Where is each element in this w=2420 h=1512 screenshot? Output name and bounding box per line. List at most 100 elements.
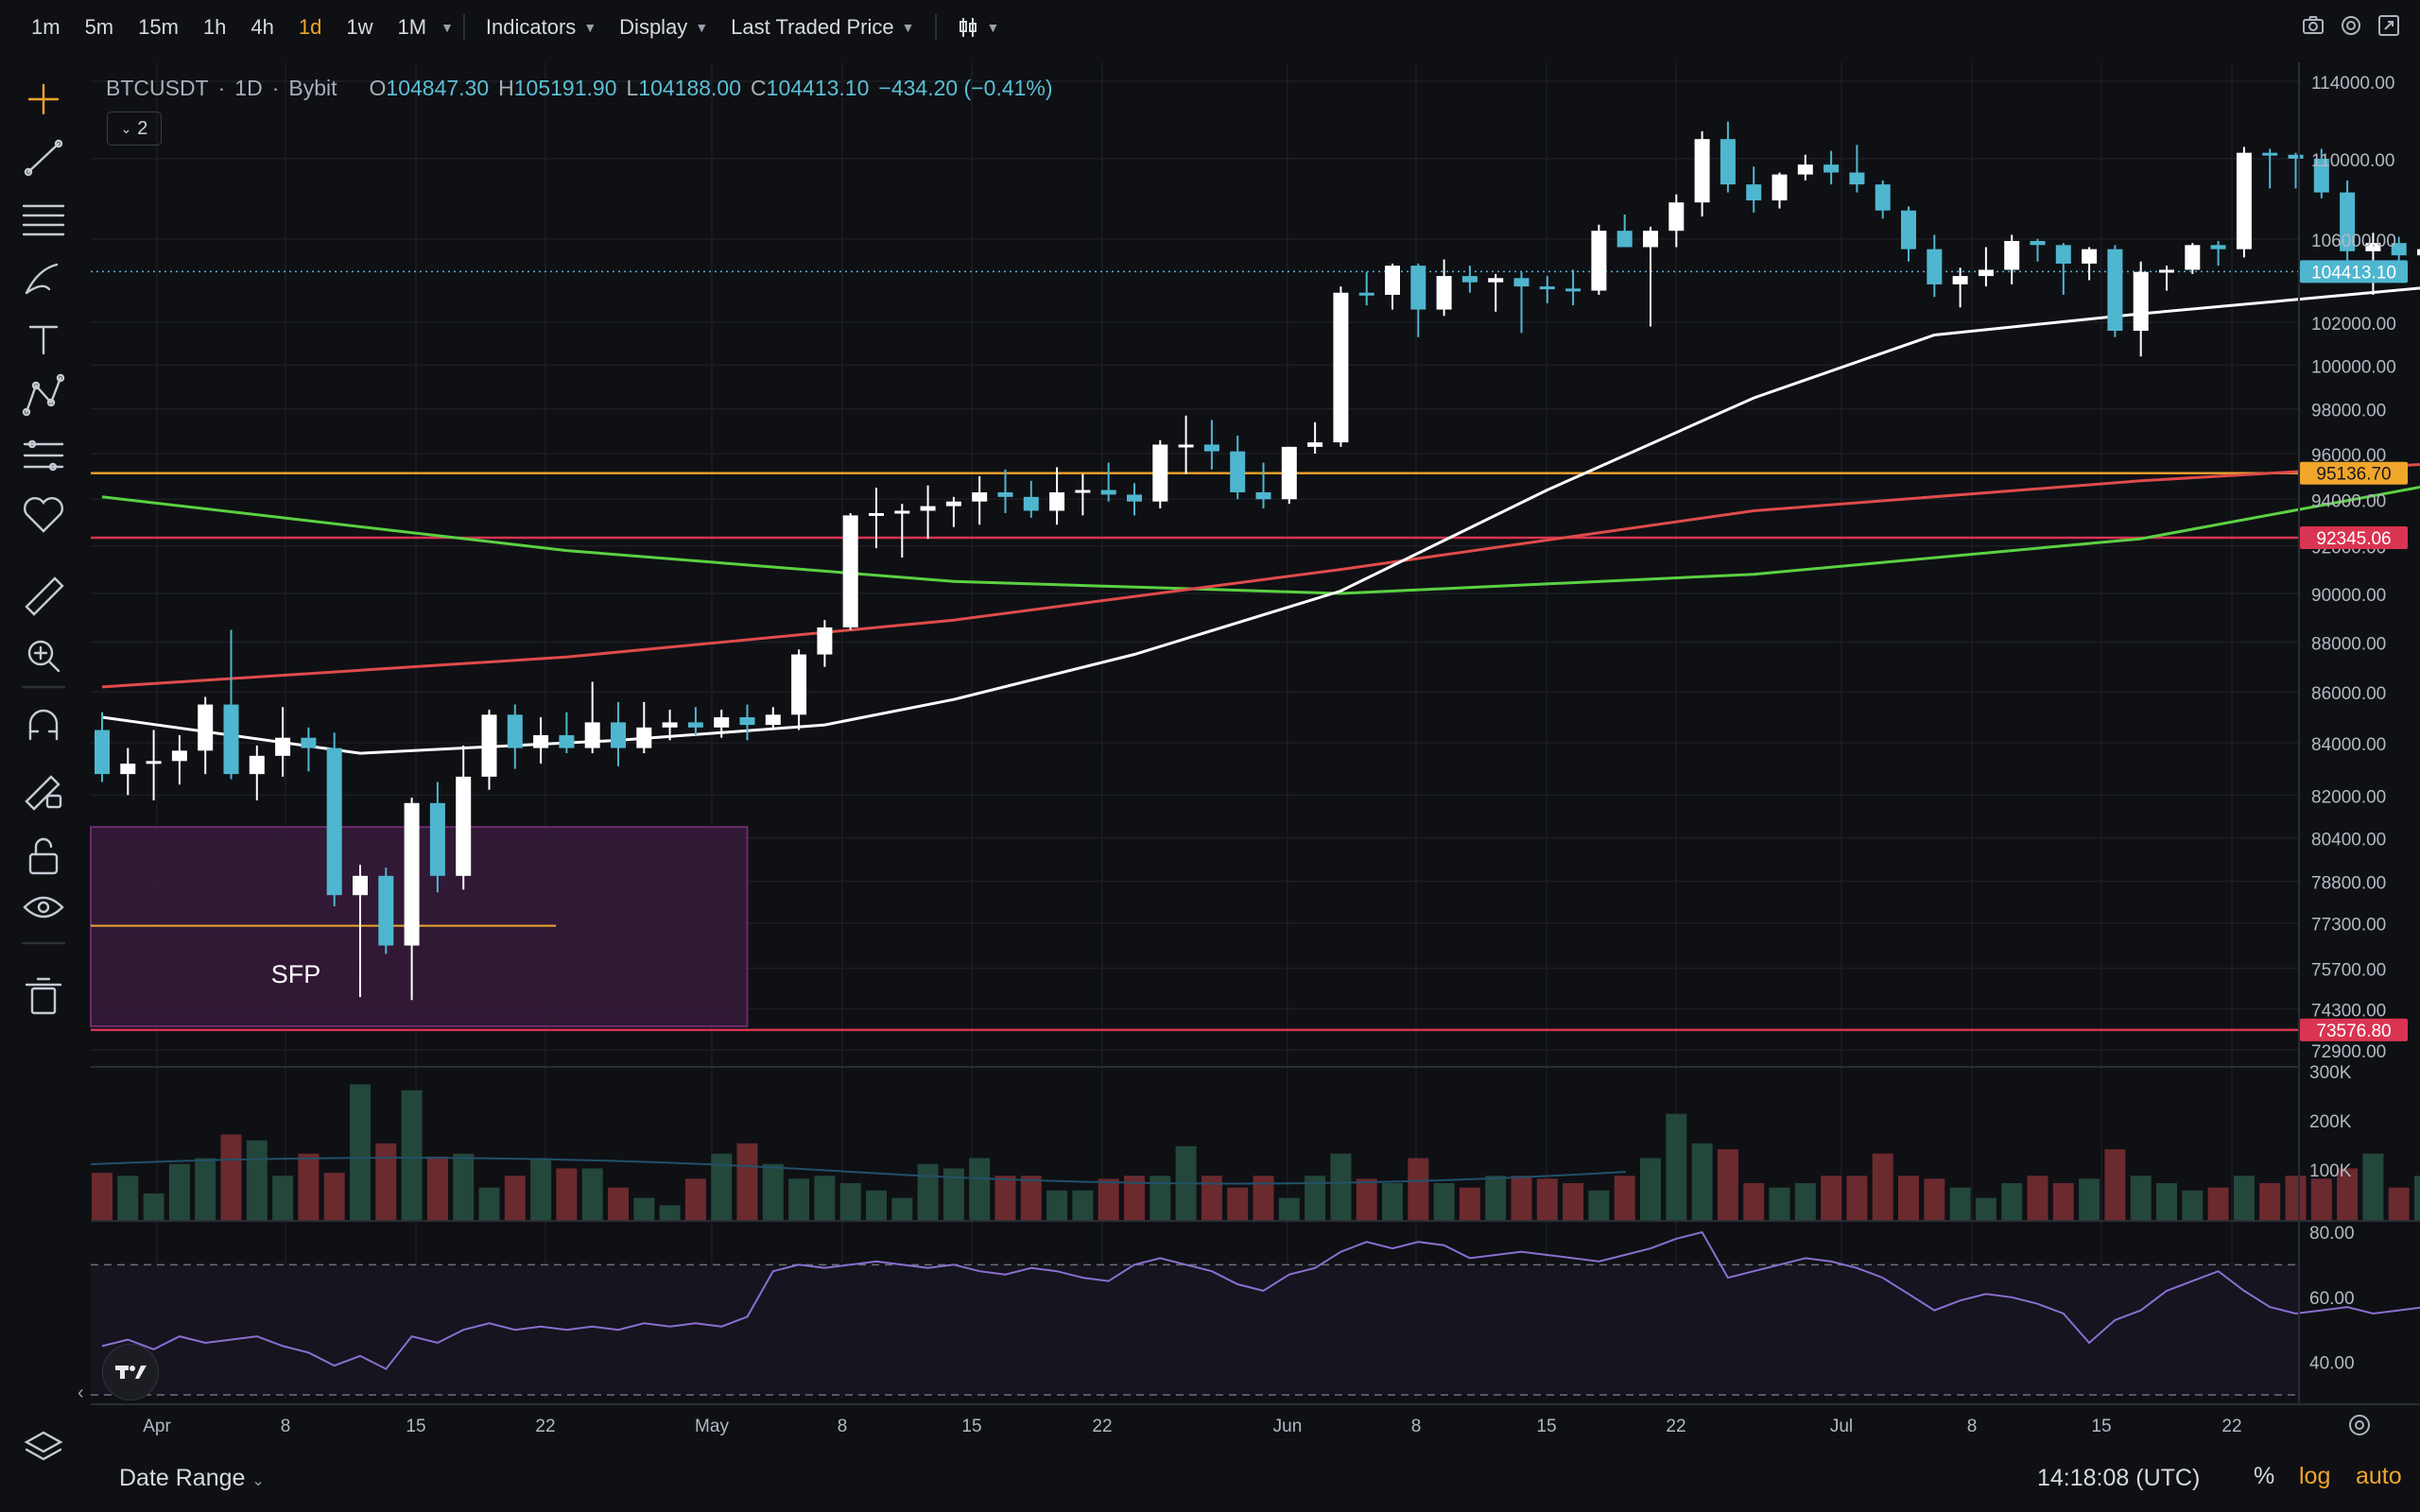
candle[interactable] <box>1824 150 1840 185</box>
candle[interactable] <box>507 704 523 769</box>
candle[interactable] <box>791 649 807 730</box>
candle[interactable] <box>404 798 420 1001</box>
candle[interactable] <box>611 701 626 766</box>
candle[interactable] <box>1952 267 1968 308</box>
candle[interactable] <box>559 712 575 754</box>
candle[interactable] <box>1333 286 1349 447</box>
price-tag[interactable] <box>2300 461 2408 485</box>
candle[interactable] <box>1230 435 1246 500</box>
candle[interactable] <box>2236 146 2252 258</box>
candle[interactable] <box>353 865 368 998</box>
candle[interactable] <box>1049 467 1065 525</box>
candle[interactable] <box>1875 180 1891 219</box>
candle[interactable] <box>765 707 781 730</box>
heart-icon[interactable] <box>24 496 63 533</box>
candle[interactable] <box>378 868 394 954</box>
candle[interactable] <box>2340 180 2356 264</box>
candle[interactable] <box>1461 266 1478 293</box>
candle[interactable] <box>1488 273 1504 312</box>
trash-icon[interactable] <box>25 977 62 1015</box>
percent-toggle[interactable]: % <box>2254 1463 2275 1489</box>
text-icon[interactable] <box>28 325 59 355</box>
candle[interactable] <box>997 469 1013 513</box>
candle[interactable] <box>714 709 730 738</box>
candle[interactable] <box>1100 462 1116 502</box>
candle[interactable] <box>1281 446 1297 505</box>
more-timeframes-icon[interactable]: ▼ <box>441 20 454 35</box>
candle[interactable] <box>1591 224 1607 295</box>
candle[interactable] <box>481 709 497 790</box>
camera-icon[interactable] <box>2301 13 2325 38</box>
candle[interactable] <box>817 620 833 667</box>
candle[interactable] <box>2262 148 2278 189</box>
indicators-menu[interactable]: Indicators ▼ <box>475 15 608 40</box>
candle[interactable] <box>429 782 445 893</box>
candle[interactable] <box>301 727 317 772</box>
candle[interactable] <box>95 712 110 782</box>
candle[interactable] <box>1178 415 1194 474</box>
log-toggle[interactable]: log <box>2299 1463 2331 1489</box>
legend-symbol[interactable]: BTCUSDT <box>106 76 209 100</box>
candle[interactable] <box>945 496 961 527</box>
candle[interactable] <box>1668 194 1685 248</box>
candle[interactable] <box>1746 166 1762 213</box>
candle[interactable] <box>972 476 988 525</box>
candle[interactable] <box>533 717 549 765</box>
date-range-button[interactable]: Date Range ⌄ <box>119 1465 265 1492</box>
candle[interactable] <box>1927 234 1943 298</box>
candle[interactable] <box>894 504 910 558</box>
candle[interactable] <box>1849 145 1865 193</box>
tradingview-logo[interactable] <box>102 1344 159 1400</box>
candle[interactable] <box>1385 263 1400 310</box>
candle[interactable] <box>1203 420 1219 470</box>
timeframe-1h[interactable]: 1h <box>202 15 227 39</box>
candle[interactable] <box>275 707 291 777</box>
auto-toggle[interactable]: auto <box>2356 1463 2402 1489</box>
candle[interactable] <box>1978 247 1994 287</box>
magnet-icon[interactable] <box>28 709 59 741</box>
display-menu[interactable]: Display ▼ <box>608 15 719 40</box>
timeframe-1m[interactable]: 1m <box>31 15 60 39</box>
candle[interactable] <box>869 488 884 549</box>
crosshair-icon[interactable] <box>27 83 60 115</box>
candle[interactable] <box>1127 483 1142 516</box>
candle[interactable] <box>1358 271 1374 306</box>
candle[interactable] <box>1410 263 1426 337</box>
candle[interactable] <box>1616 215 1633 248</box>
price-tag[interactable] <box>2300 260 2408 284</box>
candle[interactable] <box>2210 240 2226 266</box>
candle[interactable] <box>1565 269 1582 306</box>
candle[interactable] <box>198 696 214 775</box>
eye-icon[interactable] <box>23 896 64 919</box>
timeframe-4h[interactable]: 4h <box>251 15 274 39</box>
candle[interactable] <box>687 707 703 735</box>
candle[interactable] <box>120 747 136 796</box>
candle[interactable] <box>1797 154 1813 180</box>
price-tag[interactable] <box>2300 1018 2408 1041</box>
layers-icon[interactable] <box>24 1431 63 1461</box>
forecast-icon[interactable] <box>23 439 64 472</box>
candle[interactable] <box>2107 245 2123 337</box>
fullscreen-icon[interactable] <box>2377 13 2401 38</box>
price-source-menu[interactable]: Last Traded Price ▼ <box>719 15 925 40</box>
zoom-icon[interactable] <box>27 640 60 673</box>
candle[interactable] <box>1720 121 1736 193</box>
candle[interactable] <box>1539 276 1555 303</box>
candle[interactable] <box>1694 130 1710 217</box>
candle[interactable] <box>1075 473 1091 516</box>
candle[interactable] <box>2055 243 2071 295</box>
candle[interactable] <box>920 485 936 540</box>
candle[interactable] <box>1152 439 1168 509</box>
lock-draw-icon[interactable] <box>25 775 62 811</box>
candle[interactable] <box>249 745 265 800</box>
candle[interactable] <box>1513 271 1530 334</box>
candle[interactable] <box>1643 226 1658 327</box>
price-tag[interactable] <box>2300 525 2408 549</box>
timeframe-1d[interactable]: 1d <box>298 15 322 39</box>
candle[interactable] <box>2004 234 2020 284</box>
candle[interactable] <box>146 730 162 800</box>
candle[interactable] <box>1436 259 1452 317</box>
candle[interactable] <box>2313 148 2329 198</box>
settings-icon[interactable] <box>2339 13 2363 38</box>
trend-line-icon[interactable] <box>24 139 63 177</box>
